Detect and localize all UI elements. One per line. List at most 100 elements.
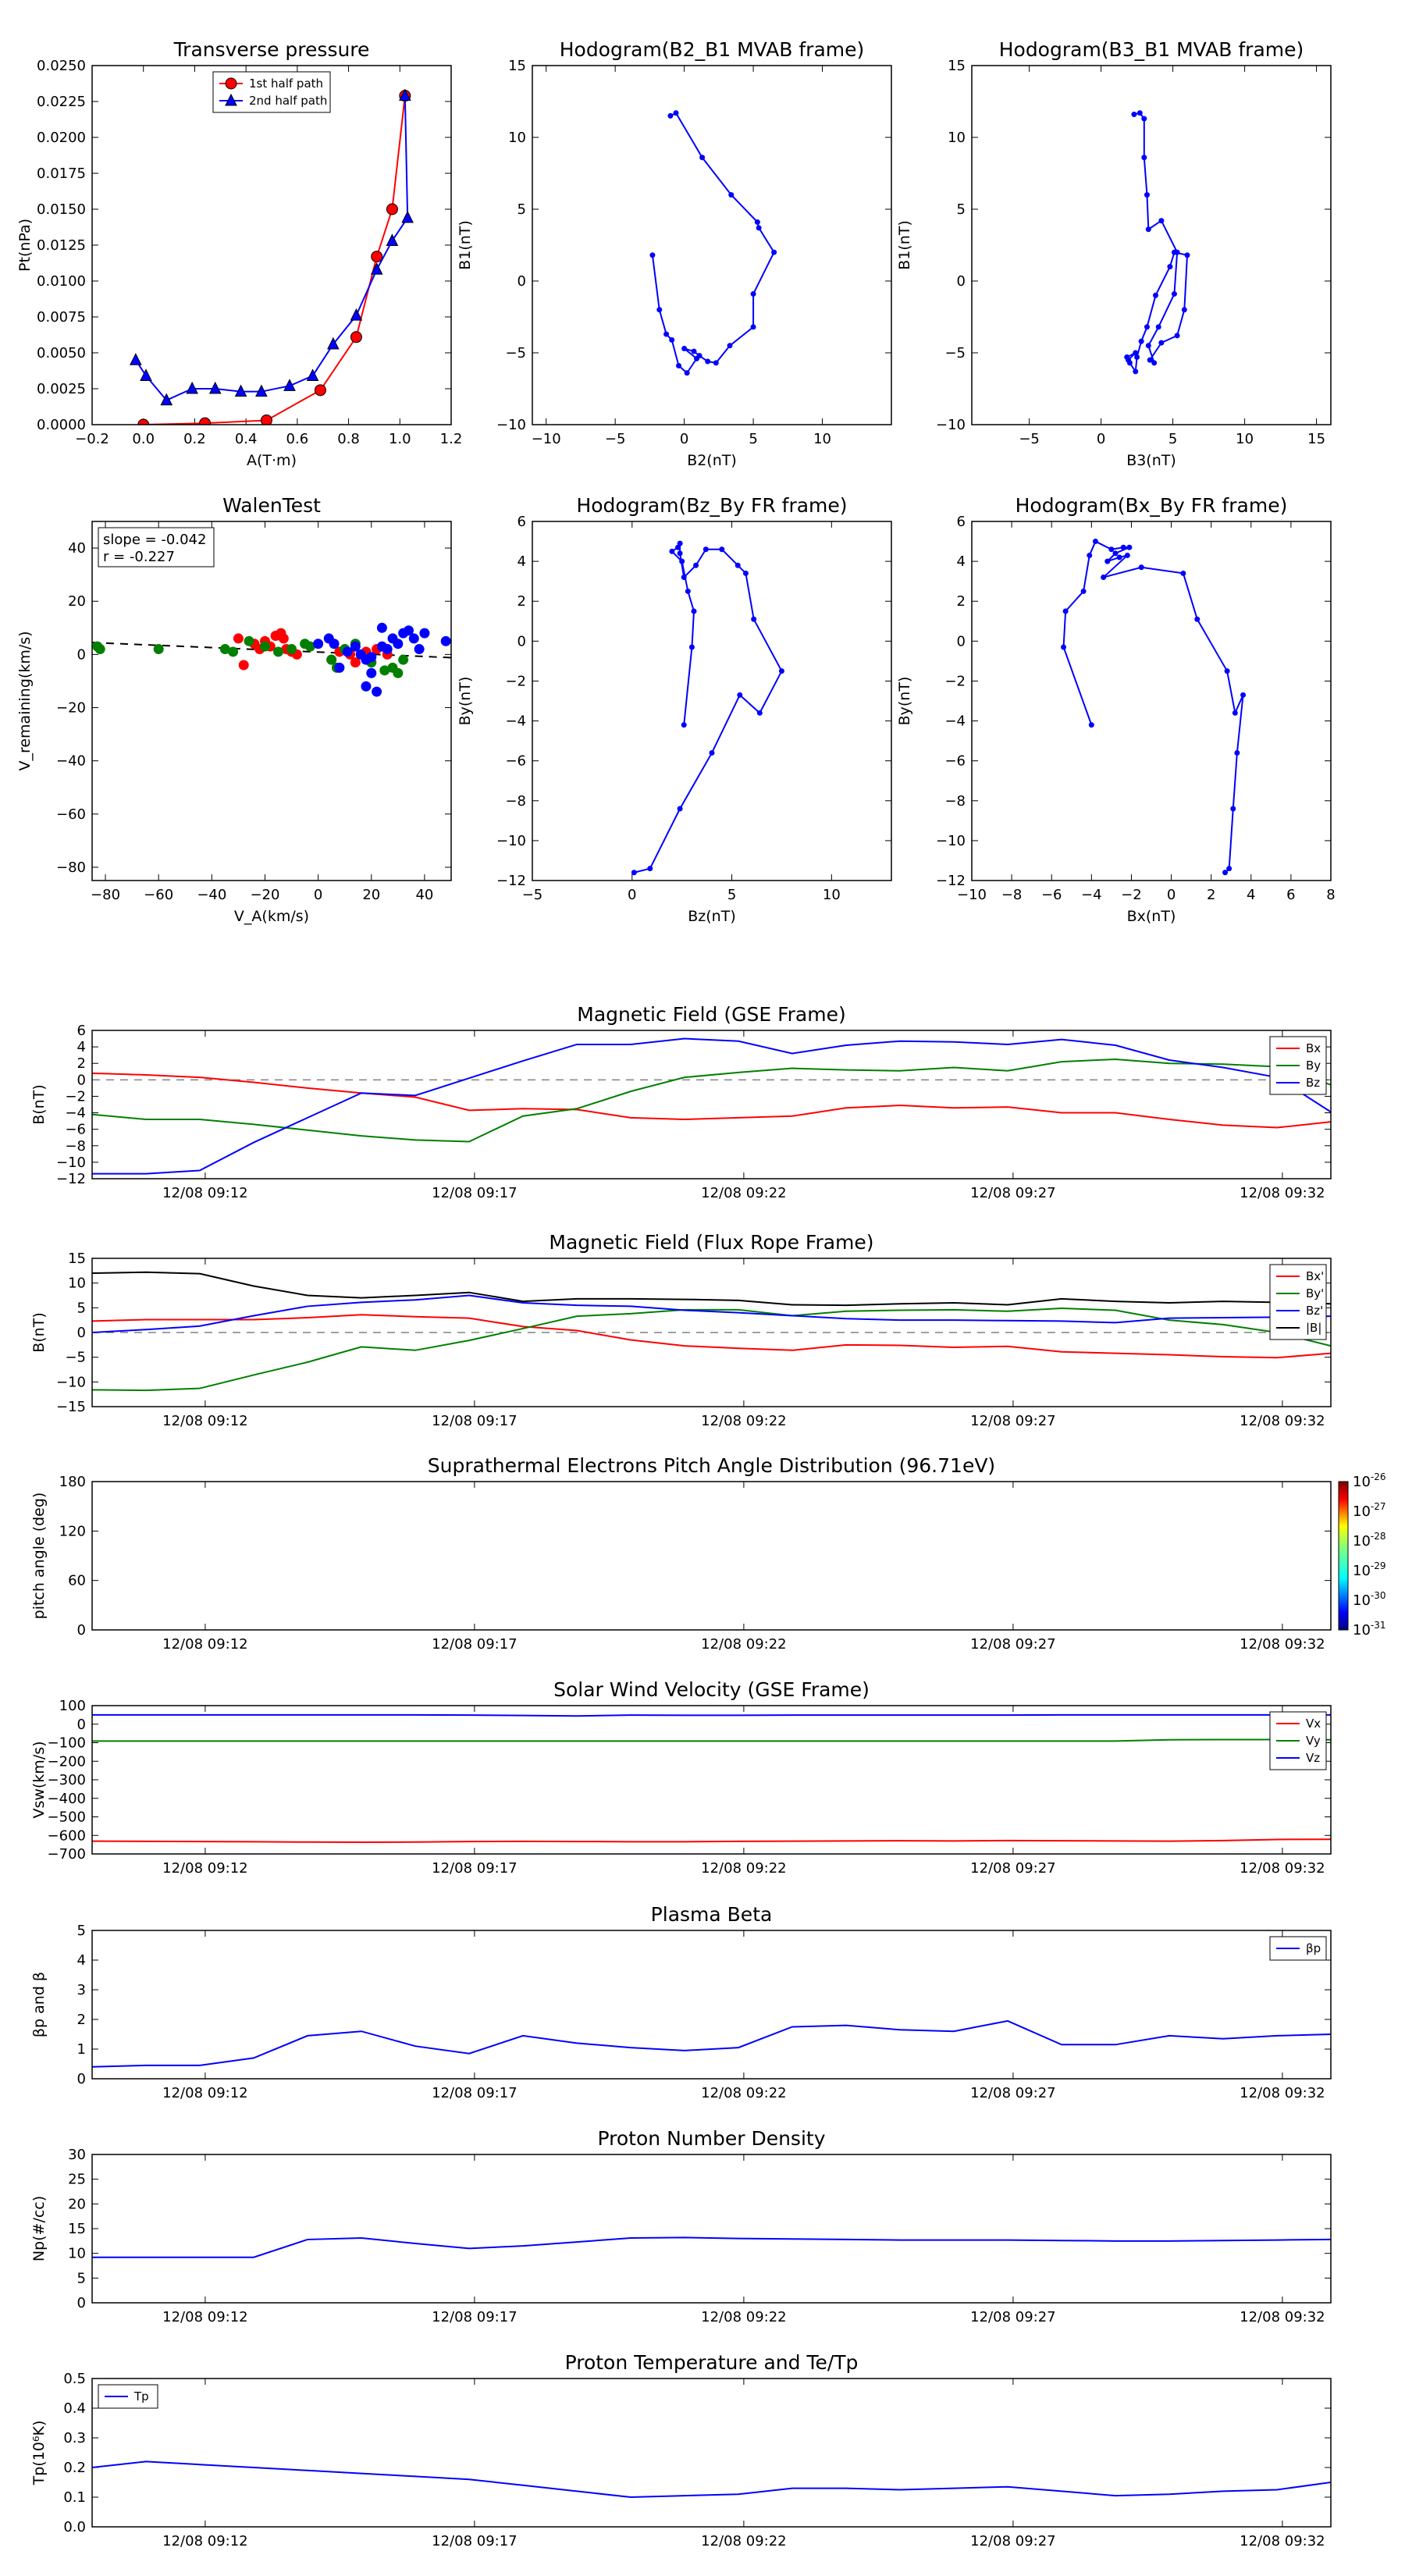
x-tick-label: 12/08 09:32	[1240, 2309, 1325, 2325]
data-point	[631, 870, 637, 876]
y-tick-label: 10	[948, 130, 966, 146]
data-point	[663, 331, 670, 337]
data-point	[370, 262, 383, 275]
x-tick-label: 12/08 09:17	[432, 2085, 517, 2101]
panel-beta: Plasma Beta 12/08 09:12 12/08 09:17 12/08 0…	[30, 1903, 1332, 2101]
y-tick-label: −5	[65, 1350, 86, 1366]
data-point	[735, 562, 741, 568]
data-point	[140, 368, 152, 381]
series-line-Bx'	[92, 1314, 1331, 1359]
data-point	[260, 414, 272, 425]
data-point	[1158, 340, 1165, 346]
panel-title: Transverse pressure	[173, 38, 370, 61]
data-point	[153, 644, 164, 655]
x-tick-label: 12/08 09:32	[1240, 2533, 1325, 2549]
colorbar-label: 10-28	[1353, 1531, 1386, 1550]
plot-frame	[971, 65, 1332, 425]
data-point	[649, 252, 656, 258]
x-tick-label: 6	[1286, 887, 1295, 903]
colorbar-exponent: -31	[1371, 1620, 1386, 1631]
series-line-Vy	[92, 1738, 1331, 1742]
data-point	[372, 686, 382, 697]
series-line	[651, 112, 775, 375]
y-tick-label: −6	[944, 753, 966, 770]
series-line-βp	[92, 2019, 1331, 2068]
data-point	[693, 562, 699, 568]
data-point	[1133, 350, 1139, 356]
x-tick-label: 12/08 09:22	[701, 2309, 786, 2325]
data-point	[1120, 544, 1126, 550]
y-axis-label: B1(nT)	[896, 220, 913, 270]
data-point	[1155, 324, 1161, 330]
panel-title: Hodogram(Bx_By FR frame)	[1016, 494, 1288, 517]
x-tick-label: 12/08 09:27	[970, 1185, 1055, 1201]
plot-area	[92, 2460, 1331, 2499]
data-point	[1138, 338, 1144, 344]
data-point	[685, 588, 691, 594]
data-point	[1087, 552, 1093, 558]
y-tick-label: −12	[56, 1171, 86, 1187]
data-point	[314, 384, 326, 397]
panel-title: Magnetic Field (GSE Frame)	[577, 1003, 845, 1026]
y-tick-label: −20	[56, 700, 86, 717]
y-tick-label: −10	[56, 1155, 86, 1171]
x-tick-label: 12/08 09:22	[701, 1860, 786, 1877]
data-point	[273, 646, 284, 657]
data-point	[1144, 192, 1150, 198]
y-axis-label: Pt(nPa)	[16, 219, 34, 272]
colorbar-exponent: -30	[1371, 1590, 1386, 1601]
data-point	[1116, 554, 1122, 560]
y-tick-label: 0	[77, 646, 86, 663]
series-line-Tp	[92, 2460, 1331, 2499]
data-point	[1158, 218, 1165, 224]
y-tick-label: 6	[518, 514, 526, 530]
series-line-By'	[92, 1307, 1331, 1392]
data-point	[1145, 343, 1151, 349]
x-tick-label: 5	[1168, 431, 1177, 447]
panel-title: Proton Temperature and Te/Tp	[565, 2351, 859, 2374]
y-tick-label: 2	[957, 593, 966, 610]
y-tick-label: −2	[944, 673, 966, 689]
plot-frame	[91, 1930, 1332, 2080]
y-tick-label: 0	[957, 633, 966, 649]
x-tick-label: 0.4	[235, 431, 258, 447]
y-axis-label: B(nT)	[30, 1084, 48, 1125]
data-point	[699, 155, 706, 161]
data-point	[1153, 292, 1159, 298]
y-tick-label: 0.4	[63, 2400, 86, 2417]
y-tick-label: 0	[957, 273, 966, 290]
data-point	[228, 646, 239, 657]
y-tick-label: 6	[77, 1023, 86, 1039]
data-point	[754, 219, 760, 226]
data-point	[1126, 544, 1133, 550]
data-point	[350, 641, 361, 652]
panel-title: Solar Wind Velocity (GSE Frame)	[553, 1678, 870, 1701]
x-tick-label: 0.0	[132, 431, 155, 447]
plot-area	[92, 1271, 1331, 1392]
colorbar-exponent: -29	[1371, 1560, 1386, 1571]
data-point	[1174, 333, 1180, 339]
data-point	[727, 343, 733, 349]
x-tick-label: −40	[197, 887, 226, 903]
data-point	[350, 308, 363, 321]
plot-frame	[91, 1705, 1332, 1855]
data-point	[208, 381, 222, 394]
x-tick-label: 40	[415, 887, 433, 903]
x-tick-label: 0	[314, 887, 322, 903]
y-tick-label: 0	[518, 633, 526, 649]
data-point	[1124, 552, 1130, 558]
data-point	[233, 633, 244, 644]
y-tick-label: −600	[48, 1827, 86, 1844]
data-point	[1171, 249, 1177, 255]
y-tick-label: 5	[77, 1300, 86, 1316]
x-tick-label: −6	[1041, 887, 1062, 903]
y-axis-label: βp and β	[30, 1972, 48, 2037]
y-tick-label: 0.0225	[37, 94, 86, 110]
plot-area	[631, 540, 784, 876]
series-line-Bx	[92, 1072, 1331, 1129]
data-point	[669, 548, 675, 554]
y-tick-label: −4	[505, 713, 526, 730]
y-tick-label: 0.1	[63, 2489, 86, 2506]
y-tick-label: −100	[48, 1735, 86, 1752]
